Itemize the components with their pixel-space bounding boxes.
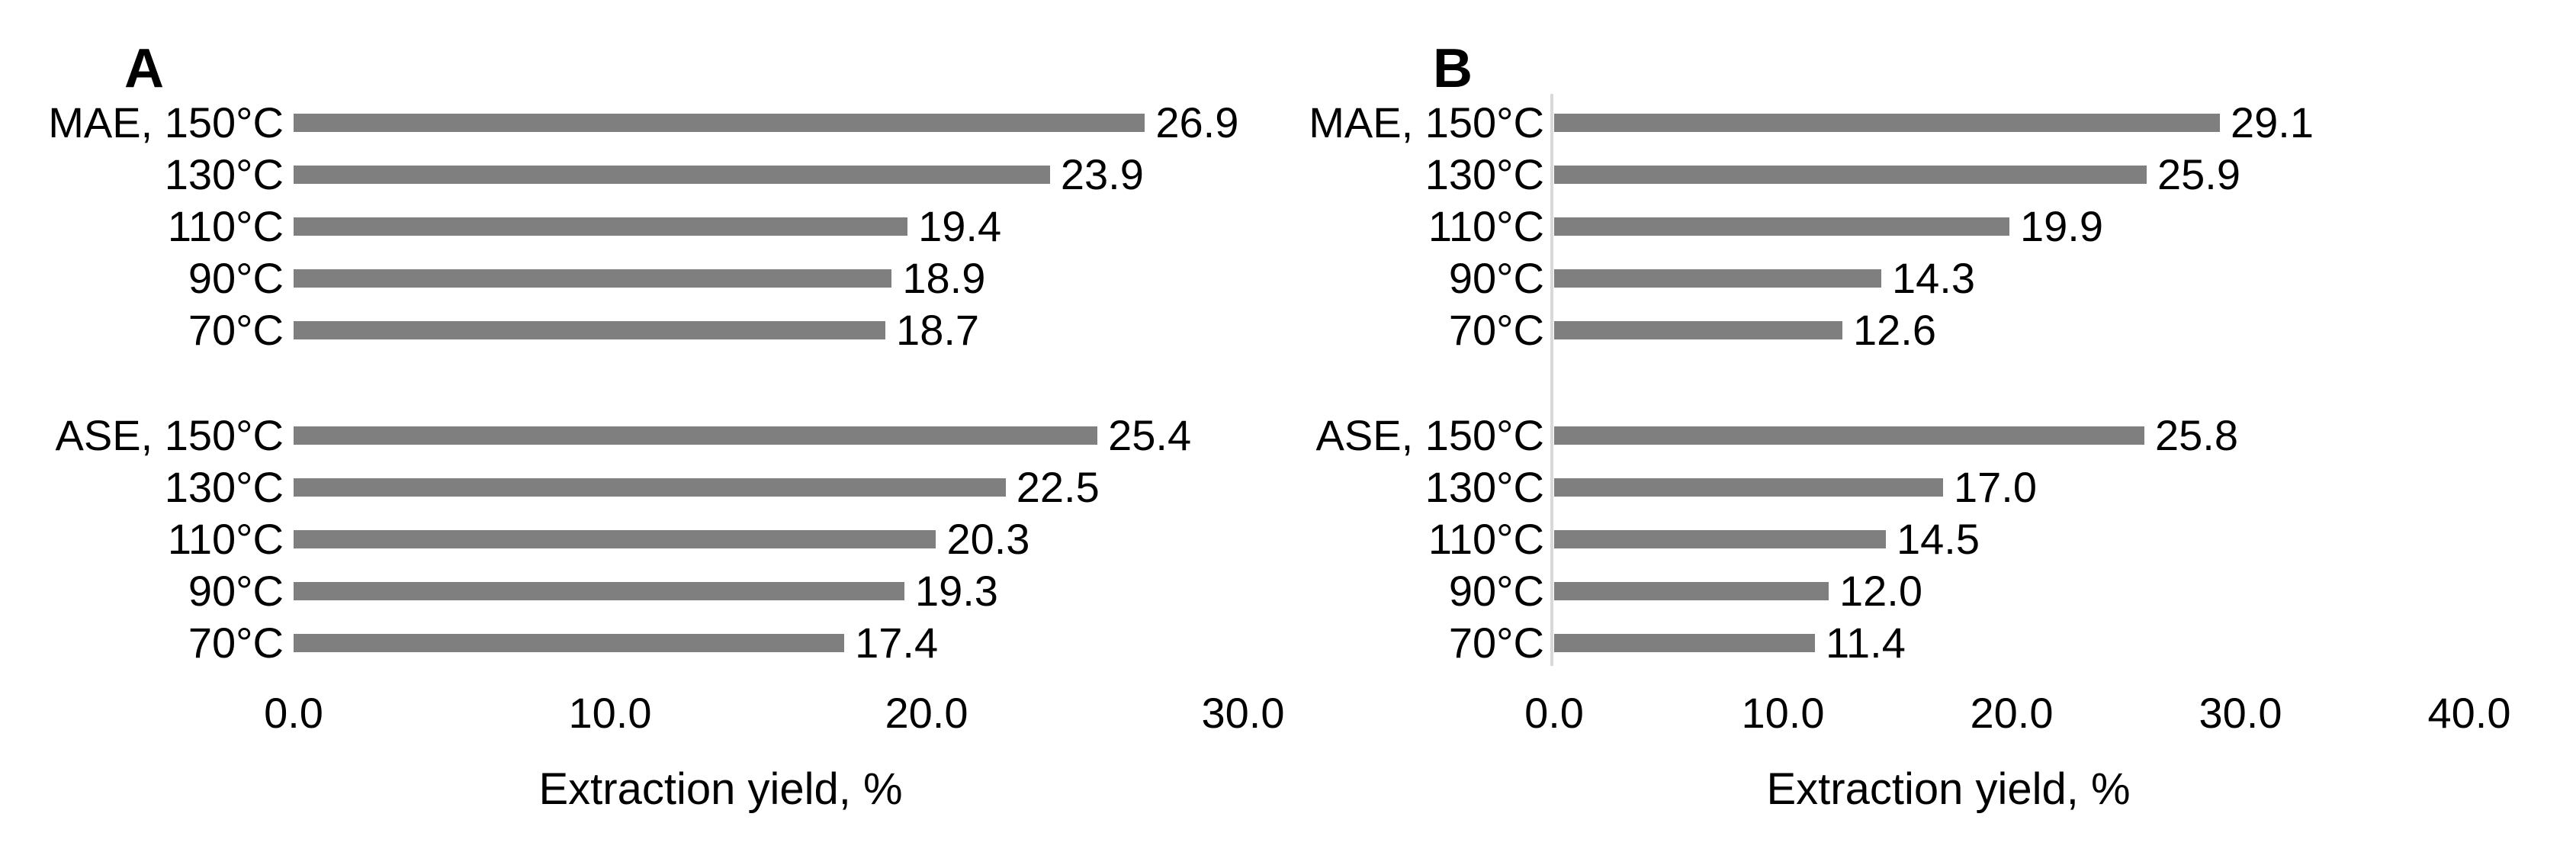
category-label: 90°C xyxy=(188,254,284,302)
bar xyxy=(1554,530,1886,548)
x-tick-label: 10.0 xyxy=(568,689,652,737)
bar xyxy=(1554,114,2220,132)
category-label: 70°C xyxy=(1448,306,1544,354)
panel-letter-a: A xyxy=(124,38,164,99)
value-label: 26.9 xyxy=(1155,98,1239,146)
value-label: 11.4 xyxy=(1826,619,1906,667)
category-label: 110°C xyxy=(167,515,284,563)
bar xyxy=(1554,478,1943,497)
bar xyxy=(294,114,1145,132)
x-tick-label: 20.0 xyxy=(1970,689,2054,737)
value-label: 17.0 xyxy=(1954,463,2037,511)
value-label: 19.4 xyxy=(918,202,1002,250)
x-tick-label: 0.0 xyxy=(1524,689,1584,737)
bar xyxy=(294,321,886,339)
bar xyxy=(1554,217,2009,236)
category-label: 130°C xyxy=(1425,150,1544,198)
category-label: MAE, 150°C xyxy=(48,98,284,146)
category-label: 70°C xyxy=(1448,619,1544,667)
y-axis-line-b xyxy=(1550,94,1553,666)
bar xyxy=(294,269,892,288)
bar xyxy=(294,582,904,600)
value-label: 14.3 xyxy=(1892,254,1975,302)
category-label: 70°C xyxy=(188,306,284,354)
x-tick-label: 10.0 xyxy=(1741,689,1825,737)
category-label: 90°C xyxy=(1448,567,1544,615)
value-label: 23.9 xyxy=(1060,150,1144,198)
category-label: 70°C xyxy=(188,619,284,667)
category-label: 110°C xyxy=(1428,202,1544,250)
category-label: MAE, 150°C xyxy=(1309,98,1544,146)
value-label: 12.0 xyxy=(1839,567,1922,615)
bar xyxy=(294,426,1098,445)
value-label: 29.1 xyxy=(2231,98,2314,146)
category-label: 110°C xyxy=(1428,515,1544,563)
value-label: 17.4 xyxy=(855,619,939,667)
value-label: 25.4 xyxy=(1108,411,1192,459)
category-label: 90°C xyxy=(188,567,284,615)
x-tick-label: 0.0 xyxy=(264,689,323,737)
value-label: 25.8 xyxy=(2155,411,2238,459)
value-label: 25.9 xyxy=(2157,150,2240,198)
bar xyxy=(294,530,936,548)
value-label: 20.3 xyxy=(946,515,1030,563)
value-label: 14.5 xyxy=(1897,515,1980,563)
x-axis-title-a: Extraction yield, % xyxy=(538,764,903,814)
bar xyxy=(294,634,845,652)
category-label: 90°C xyxy=(1448,254,1544,302)
category-label: 130°C xyxy=(164,463,284,511)
bar xyxy=(1554,634,1815,652)
x-tick-label: 30.0 xyxy=(2199,689,2282,737)
value-label: 19.3 xyxy=(914,567,998,615)
x-tick-label: 30.0 xyxy=(1201,689,1285,737)
value-label: 18.7 xyxy=(896,306,980,354)
category-label: 130°C xyxy=(1425,463,1544,511)
value-label: 19.9 xyxy=(2020,202,2103,250)
bar xyxy=(294,217,908,236)
bar xyxy=(1554,582,1829,600)
category-label: ASE, 150°C xyxy=(55,411,284,459)
bar xyxy=(1554,269,1881,288)
value-label: 12.6 xyxy=(1853,306,1936,354)
bar xyxy=(294,478,1006,497)
category-label: 110°C xyxy=(167,202,284,250)
bar xyxy=(1554,166,2147,184)
x-tick-label: 20.0 xyxy=(885,689,968,737)
category-label: 130°C xyxy=(164,150,284,198)
value-label: 18.9 xyxy=(902,254,986,302)
x-tick-label: 40.0 xyxy=(2427,689,2511,737)
panel-letter-b: B xyxy=(1433,38,1473,99)
bar xyxy=(1554,426,2144,445)
category-label: ASE, 150°C xyxy=(1315,411,1544,459)
x-axis-title-b: Extraction yield, % xyxy=(1766,764,2131,814)
bar xyxy=(294,166,1050,184)
bar xyxy=(1554,321,1842,339)
value-label: 22.5 xyxy=(1016,463,1100,511)
